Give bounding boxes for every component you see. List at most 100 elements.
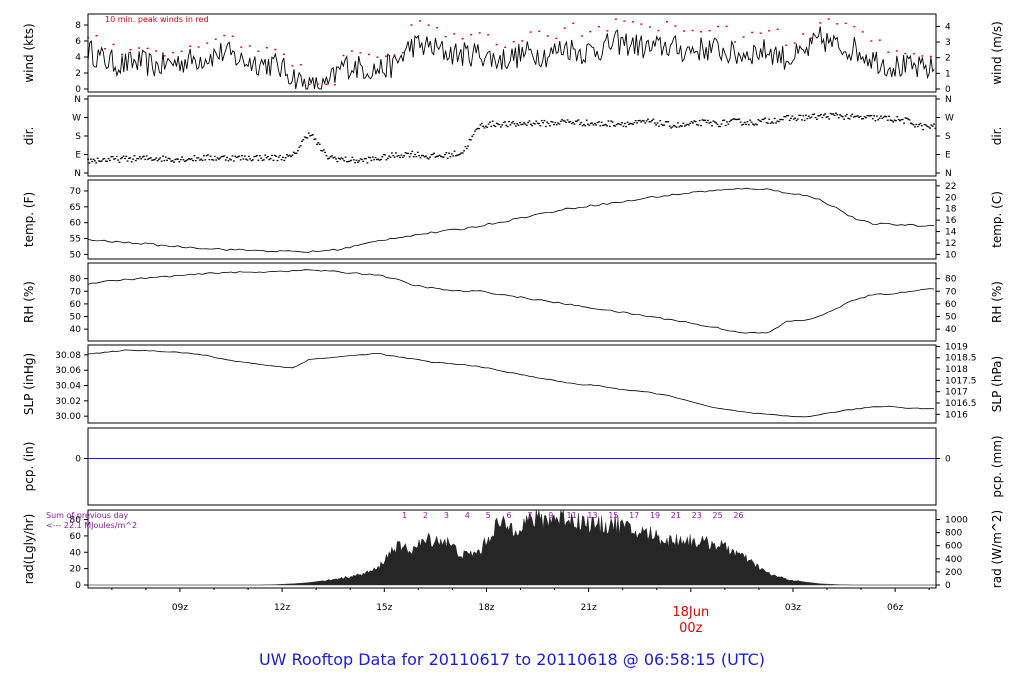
dir-point — [247, 155, 250, 157]
wind-peak-point — [453, 33, 456, 35]
dir-point — [217, 158, 220, 160]
dir-point — [745, 123, 747, 126]
dir-point — [528, 120, 531, 122]
dir-point — [591, 122, 594, 124]
dir-point — [649, 121, 652, 123]
dir-point — [412, 156, 415, 158]
dir-left-tick-label: N — [74, 95, 81, 105]
dir-point — [322, 149, 325, 151]
dir-point — [677, 122, 679, 124]
dir-point — [381, 156, 384, 158]
wind-peak-point — [929, 55, 932, 58]
dir-point — [347, 160, 350, 163]
dir-point — [558, 123, 561, 125]
dir-point — [641, 119, 644, 122]
wind-peak-point — [657, 29, 660, 32]
dir-point — [489, 121, 491, 123]
dir-point — [193, 155, 196, 157]
dir-point — [569, 120, 572, 123]
temp-ylabel: temp. (F) — [22, 192, 36, 247]
dir-point — [899, 120, 901, 122]
wind-peak-point — [410, 24, 413, 26]
dir-point — [288, 154, 291, 157]
dir-point — [453, 150, 456, 152]
pcp-right-tick-label: 0 — [945, 455, 951, 465]
wind-peak-point — [214, 38, 217, 40]
dir-point — [724, 124, 727, 127]
dir-point — [873, 115, 876, 117]
dir-point — [329, 156, 332, 158]
dir-point — [704, 119, 707, 121]
temp-right-tick-label: 14 — [945, 228, 957, 238]
dir-point — [354, 162, 357, 164]
dir-point — [504, 121, 506, 123]
dir-point — [527, 121, 530, 124]
dir-point — [497, 123, 500, 125]
dir-point — [91, 160, 94, 163]
wind-peak-point — [112, 43, 115, 46]
wind-peak-point — [844, 22, 847, 25]
dir-point — [632, 123, 634, 125]
dir-point — [399, 156, 401, 159]
temp-right-tick-label: 12 — [945, 239, 956, 249]
dir-point — [888, 115, 891, 117]
dir-point — [573, 123, 576, 125]
rad-marker-label: 13 — [587, 511, 597, 520]
wind-peak-point — [708, 30, 711, 32]
dir-point — [205, 155, 208, 157]
dir-point — [271, 154, 273, 157]
dir-point — [707, 119, 709, 122]
dir-left-tick-label: W — [72, 114, 81, 124]
dir-point — [324, 151, 327, 154]
wind-peak-point — [512, 41, 515, 43]
wind-peak-point — [887, 51, 890, 53]
dir-point — [273, 154, 276, 157]
dir-point — [792, 118, 795, 120]
dir-point — [584, 125, 587, 127]
dir-point — [178, 161, 181, 163]
dir-point — [525, 124, 528, 126]
slp-ylabel-right: SLP (hPa) — [990, 356, 1004, 412]
wind-peak-point — [478, 32, 481, 34]
dir-point — [420, 154, 423, 157]
dir-point — [183, 160, 186, 163]
dir-point — [826, 116, 829, 118]
dir-left-tick-label: E — [75, 151, 81, 161]
dir-point — [926, 125, 929, 127]
dir-point — [623, 122, 626, 125]
dir-point — [141, 156, 144, 158]
wind-peak-point — [802, 33, 805, 35]
wind-peak-point — [282, 53, 285, 55]
dir-point — [642, 120, 645, 122]
wind-peak-point — [606, 30, 609, 32]
dir-point — [125, 155, 128, 157]
dir-point — [245, 158, 248, 160]
dir-point — [858, 116, 861, 118]
dir-point — [284, 157, 287, 159]
rad-marker-label: 26 — [733, 511, 743, 520]
dir-point — [359, 158, 362, 160]
dir-point — [809, 117, 811, 119]
dir-point — [803, 119, 806, 122]
wind-right-tick-label: 4 — [945, 22, 951, 32]
dir-point — [177, 158, 179, 160]
rh-right-tick-label: 50 — [945, 313, 957, 323]
wind-peak-point — [367, 53, 370, 56]
rh-ylabel: RH (%) — [22, 281, 36, 323]
dir-point — [123, 157, 126, 160]
dir-point — [825, 116, 828, 118]
wind-ylabel: wind (kts) — [22, 23, 36, 82]
dir-point — [904, 117, 907, 119]
dir-point — [701, 119, 704, 121]
wind-peak-point — [95, 34, 98, 37]
dir-point — [532, 122, 535, 124]
dir-point — [506, 125, 509, 128]
dir-point — [674, 125, 677, 127]
dir-point — [299, 145, 302, 147]
dir-point — [166, 159, 169, 161]
dir-point — [581, 124, 584, 127]
dir-point — [777, 120, 780, 123]
wind-peak-point — [785, 44, 788, 46]
rad-marker-label: 17 — [629, 511, 639, 520]
